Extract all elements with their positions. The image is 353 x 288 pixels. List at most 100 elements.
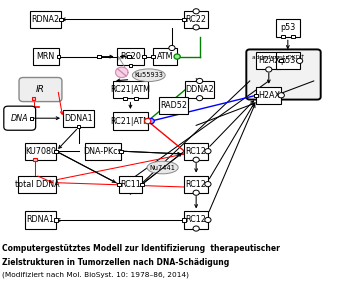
Text: RAD52: RAD52	[160, 101, 187, 110]
Text: RC12: RC12	[186, 180, 207, 189]
Bar	[54, 149, 58, 153]
Text: (Modifiziert nach Mol. BioSyst. 10: 1978–86, 2014): (Modifiziert nach Mol. BioSyst. 10: 1978…	[2, 272, 190, 278]
Circle shape	[145, 118, 151, 124]
Bar	[97, 55, 101, 58]
Text: RDNA2: RDNA2	[32, 15, 60, 24]
Bar	[276, 19, 300, 37]
Bar	[85, 143, 121, 160]
Bar	[183, 18, 186, 21]
Text: added post OKD↑: added post OKD↑	[251, 55, 305, 60]
Bar	[153, 48, 177, 65]
Bar	[119, 175, 142, 193]
FancyBboxPatch shape	[4, 106, 36, 130]
Ellipse shape	[147, 161, 178, 174]
Ellipse shape	[132, 69, 165, 82]
Bar	[113, 113, 148, 130]
Bar	[184, 11, 208, 28]
Bar	[185, 81, 214, 98]
Circle shape	[197, 78, 203, 84]
Text: RC22: RC22	[186, 15, 207, 24]
Circle shape	[193, 190, 199, 195]
Text: Zielstrukturen in Tumorzellen nach DNA-Schädigung: Zielstrukturen in Tumorzellen nach DNA-S…	[2, 258, 230, 267]
Bar	[123, 96, 127, 100]
Text: ATM: ATM	[157, 52, 173, 61]
Bar	[127, 55, 131, 58]
Text: MRN: MRN	[37, 52, 55, 61]
Bar	[116, 48, 144, 65]
FancyBboxPatch shape	[19, 77, 62, 102]
Bar	[33, 48, 59, 65]
Bar	[128, 64, 132, 67]
Text: p53: p53	[280, 23, 295, 33]
Circle shape	[193, 157, 199, 162]
Text: IR: IR	[36, 85, 45, 94]
Circle shape	[193, 9, 199, 14]
Circle shape	[193, 25, 199, 30]
Bar	[56, 55, 60, 58]
Text: RC12: RC12	[186, 215, 207, 224]
Bar	[18, 175, 56, 193]
Circle shape	[148, 118, 154, 124]
Text: RC20: RC20	[120, 52, 141, 61]
Bar	[142, 55, 146, 58]
Text: RC21|ATM: RC21|ATM	[110, 117, 150, 126]
Text: RC12: RC12	[186, 147, 207, 156]
Text: RC11: RC11	[120, 180, 141, 189]
Text: RDNA1: RDNA1	[26, 215, 54, 224]
Bar	[54, 149, 58, 153]
Bar	[255, 94, 258, 97]
Bar	[25, 143, 56, 160]
Bar	[34, 158, 37, 161]
Bar	[119, 149, 122, 153]
Circle shape	[205, 149, 211, 154]
Bar	[25, 211, 56, 229]
Bar	[281, 35, 285, 38]
Bar	[291, 35, 295, 38]
Polygon shape	[115, 67, 128, 77]
Bar	[97, 55, 101, 58]
Bar	[134, 96, 138, 100]
Circle shape	[205, 181, 211, 187]
Text: DDNA2: DDNA2	[185, 85, 214, 94]
Circle shape	[193, 226, 199, 231]
Circle shape	[197, 96, 203, 101]
Bar	[256, 52, 281, 69]
Text: Ku55933: Ku55933	[134, 72, 163, 78]
Circle shape	[169, 46, 175, 51]
Bar	[63, 110, 94, 127]
Text: DDNA1: DDNA1	[64, 114, 93, 123]
Bar	[279, 59, 283, 62]
Bar	[184, 175, 208, 193]
Bar	[59, 18, 63, 21]
Circle shape	[297, 58, 303, 63]
Text: RC21|ATM: RC21|ATM	[110, 85, 150, 94]
Bar	[32, 96, 35, 100]
Text: p53: p53	[280, 56, 295, 65]
Bar	[54, 218, 58, 221]
Text: total DDNA: total DDNA	[15, 180, 59, 189]
Bar	[160, 97, 188, 114]
Bar	[151, 55, 155, 58]
Text: Nu7441: Nu7441	[150, 164, 175, 170]
Circle shape	[145, 118, 151, 124]
Bar	[30, 117, 34, 120]
Circle shape	[205, 217, 211, 223]
Text: Computergestütztes Modell zur Identifizierung  therapeutischer: Computergestütztes Modell zur Identifizi…	[2, 244, 280, 253]
Text: H2AX: H2AX	[258, 91, 280, 100]
Bar	[184, 143, 208, 160]
FancyBboxPatch shape	[246, 50, 321, 100]
Bar	[183, 218, 186, 221]
Circle shape	[278, 93, 285, 98]
Circle shape	[266, 67, 272, 72]
Bar	[140, 183, 144, 186]
Text: DNA-PKcs: DNA-PKcs	[83, 147, 122, 156]
Bar	[276, 52, 300, 69]
Bar	[77, 125, 80, 128]
Text: H2AX: H2AX	[258, 56, 280, 65]
Bar	[117, 183, 121, 186]
Bar	[113, 81, 148, 98]
Text: DNA: DNA	[11, 114, 29, 123]
Bar	[30, 11, 61, 28]
Circle shape	[174, 54, 180, 59]
Text: KU7080: KU7080	[25, 147, 56, 156]
